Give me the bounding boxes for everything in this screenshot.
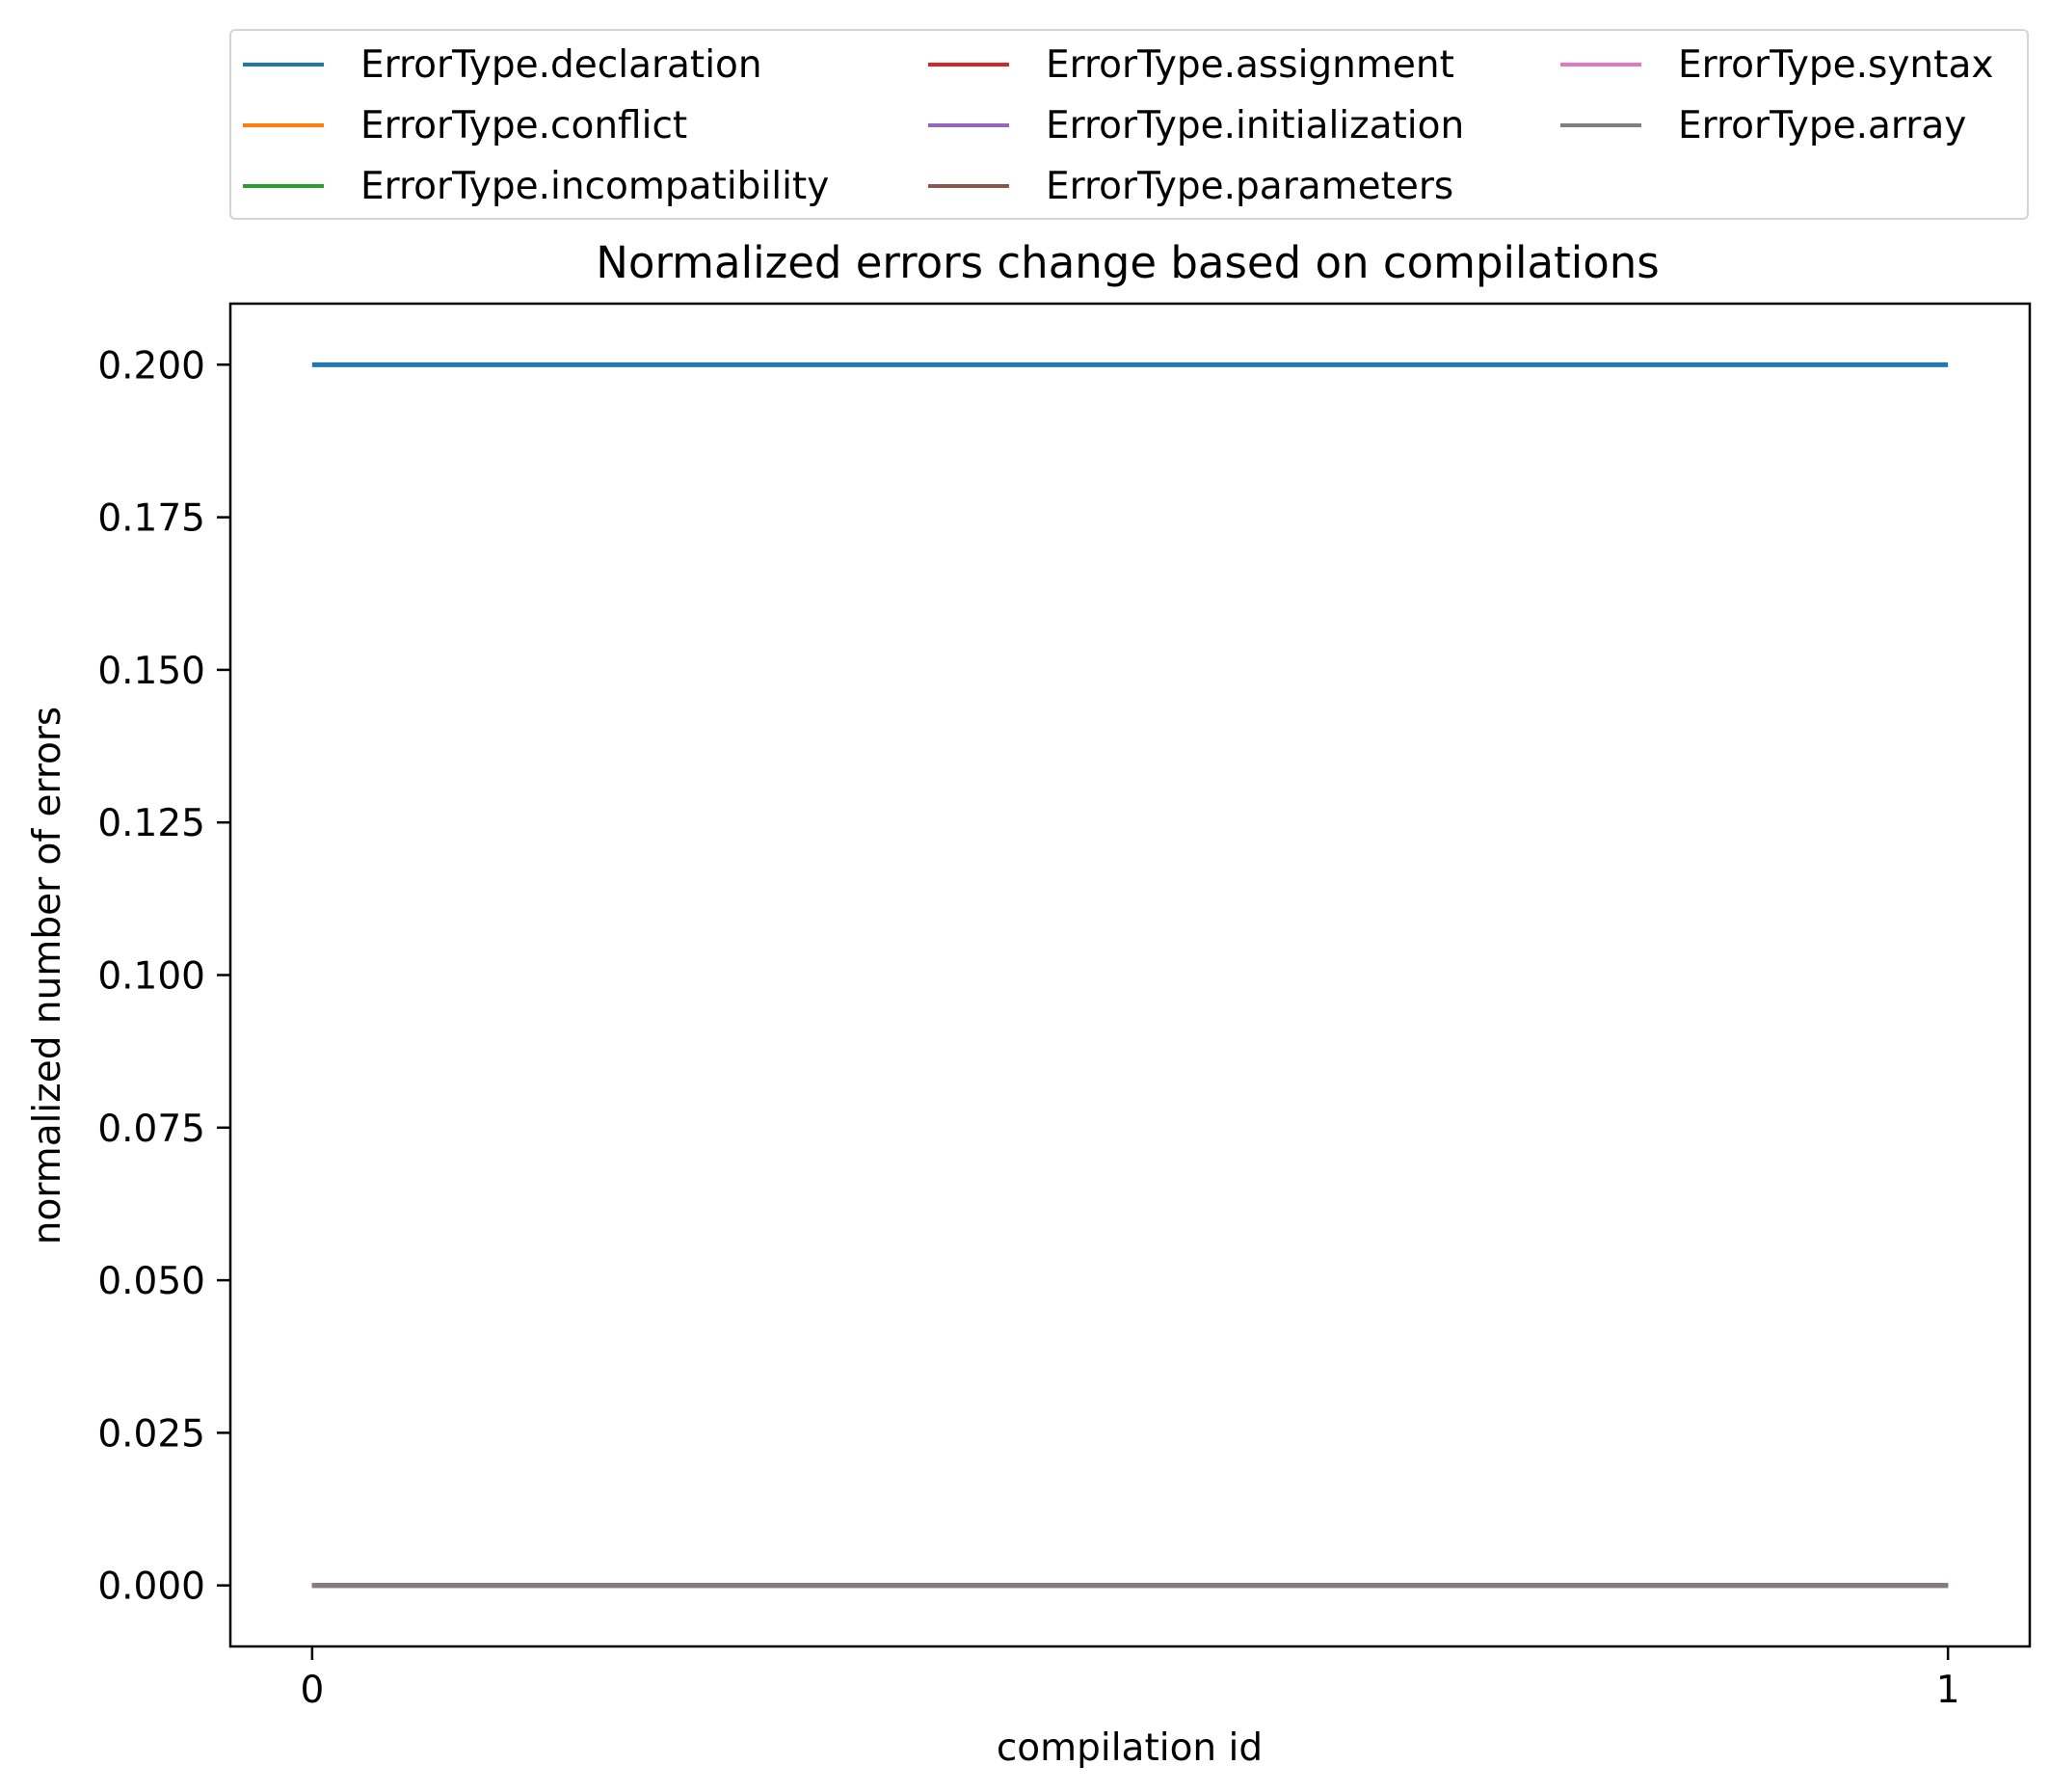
chart-title: Normalized errors change based on compil…: [596, 237, 1660, 288]
legend-item: ErrorType.assignment: [928, 42, 1454, 87]
legend-item: ErrorType.conflict: [243, 103, 688, 147]
legend-item: ErrorType.array: [1560, 103, 1967, 147]
legend-swatch: [928, 184, 1009, 188]
y-tick-label: 0.200: [97, 344, 205, 388]
legend-item: ErrorType.declaration: [243, 42, 762, 87]
series-lines: [311, 361, 1949, 1589]
y-tick-label: 0.025: [97, 1412, 205, 1456]
legend-item: ErrorType.parameters: [928, 164, 1454, 208]
legend-label: ErrorType.assignment: [1046, 42, 1454, 87]
y-axis-label: normalized number of errors: [26, 707, 69, 1244]
legend-label: ErrorType.declaration: [360, 42, 762, 87]
legend-swatch: [243, 63, 324, 67]
y-tick-label: 0.175: [97, 497, 205, 541]
legend-item: ErrorType.incompatibility: [243, 164, 830, 208]
y-tick-label: 0.000: [97, 1565, 205, 1609]
plot-area-frame: [228, 302, 2032, 1648]
y-tick-label: 0.100: [97, 955, 205, 999]
legend-swatch: [1560, 123, 1641, 127]
x-tick-label: 0: [300, 1669, 324, 1712]
y-tick-label: 0.050: [97, 1260, 205, 1303]
legend-label: ErrorType.parameters: [1046, 164, 1454, 208]
legend-item: ErrorType.syntax: [1560, 42, 1994, 87]
legend-label: ErrorType.conflict: [360, 103, 688, 147]
legend-swatch: [243, 123, 324, 127]
legend-swatch: [1560, 63, 1641, 67]
legend-label: ErrorType.syntax: [1678, 42, 1994, 87]
x-axis-label: compilation id: [997, 1726, 1263, 1770]
y-axis-ticks: 0.000 0.025 0.050 0.075 0.100 0.125 0.150 0.175…: [97, 344, 230, 1609]
y-tick-label: 0.125: [97, 802, 205, 845]
legend: ErrorType.declaration ErrorType.conflict E…: [229, 29, 2029, 220]
legend-label: ErrorType.array: [1678, 103, 1967, 147]
y-tick-label: 0.150: [97, 650, 205, 693]
legend-label: ErrorType.initialization: [1046, 103, 1465, 147]
legend-swatch: [928, 123, 1009, 127]
legend-item: ErrorType.initialization: [928, 103, 1465, 147]
y-tick-label: 0.075: [97, 1108, 205, 1151]
legend-label: ErrorType.incompatibility: [360, 164, 830, 208]
x-tick-label: 1: [1936, 1669, 1960, 1712]
legend-swatch: [243, 184, 324, 188]
legend-swatch: [928, 63, 1009, 67]
